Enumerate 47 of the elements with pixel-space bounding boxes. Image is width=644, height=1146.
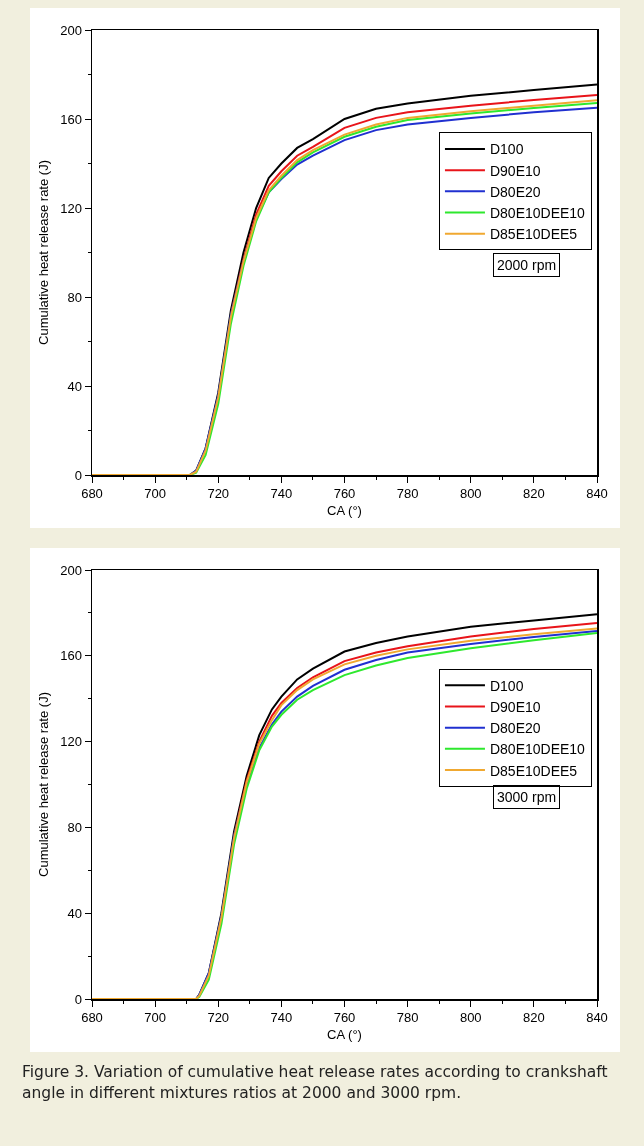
x-tick-label: 740 <box>270 486 293 502</box>
y-tick-label: 200 <box>60 22 82 38</box>
x-tick-label: 780 <box>396 1010 419 1026</box>
y-tick-label: 160 <box>60 111 82 127</box>
legend-label: D80E20 <box>489 183 541 200</box>
legend-label: D80E10DEE10 <box>489 205 586 222</box>
legend-label: D100 <box>489 677 524 694</box>
x-tick-label: 780 <box>396 486 419 502</box>
x-tick-label: 720 <box>207 486 230 502</box>
legend-label: D80E10DEE10 <box>489 741 586 758</box>
x-tick-label: 820 <box>523 1010 545 1026</box>
x-tick-label: 700 <box>144 486 166 502</box>
annotation: 3000 rpm <box>497 789 557 805</box>
legend-label: D85E10DEE5 <box>489 762 578 779</box>
legend-label: D85E10DEE5 <box>489 226 578 243</box>
y-tick-label: 160 <box>60 648 82 664</box>
x-tick-label: 720 <box>207 1010 230 1026</box>
x-tick-label: 820 <box>523 486 545 502</box>
y-tick-label: 40 <box>67 905 82 921</box>
y-axis-title: Cumulative heat release rate (J) <box>36 692 52 877</box>
y-tick-label: 40 <box>67 378 82 394</box>
x-tick-label: 700 <box>144 1010 166 1026</box>
legend-label: D80E20 <box>489 720 541 737</box>
x-tick-label: 740 <box>270 1010 293 1026</box>
legend-label: D90E10 <box>489 162 541 179</box>
y-axis-title: Cumulative heat release rate (J) <box>36 160 52 345</box>
x-tick-label: 760 <box>333 486 356 502</box>
legend-label: D100 <box>489 141 524 158</box>
y-tick-label: 120 <box>60 734 82 750</box>
x-tick-label: 840 <box>586 486 608 502</box>
legend-label: D90E10 <box>489 698 541 715</box>
annotation: 2000 rpm <box>497 257 557 273</box>
x-tick-label: 680 <box>81 486 103 502</box>
y-tick-label: 0 <box>74 991 82 1007</box>
x-tick-label: 760 <box>333 1010 356 1026</box>
y-tick-label: 0 <box>74 467 82 483</box>
caption: Figure 3. Variation of cumulative heat release rates according to crankshaft angle in different mixtures ratios at 2000 and 3000 rpm. <box>22 1062 609 1104</box>
y-tick-label: 80 <box>67 819 82 835</box>
x-tick-label: 680 <box>81 1010 103 1026</box>
x-axis-title: CA (°) <box>327 503 362 519</box>
x-tick-label: 840 <box>586 1010 608 1026</box>
x-axis-title: CA (°) <box>327 1027 362 1043</box>
y-tick-label: 200 <box>60 562 82 578</box>
y-tick-label: 80 <box>67 289 82 305</box>
x-tick-label: 800 <box>459 1010 482 1026</box>
y-tick-label: 120 <box>60 200 82 216</box>
x-tick-label: 800 <box>459 486 482 502</box>
